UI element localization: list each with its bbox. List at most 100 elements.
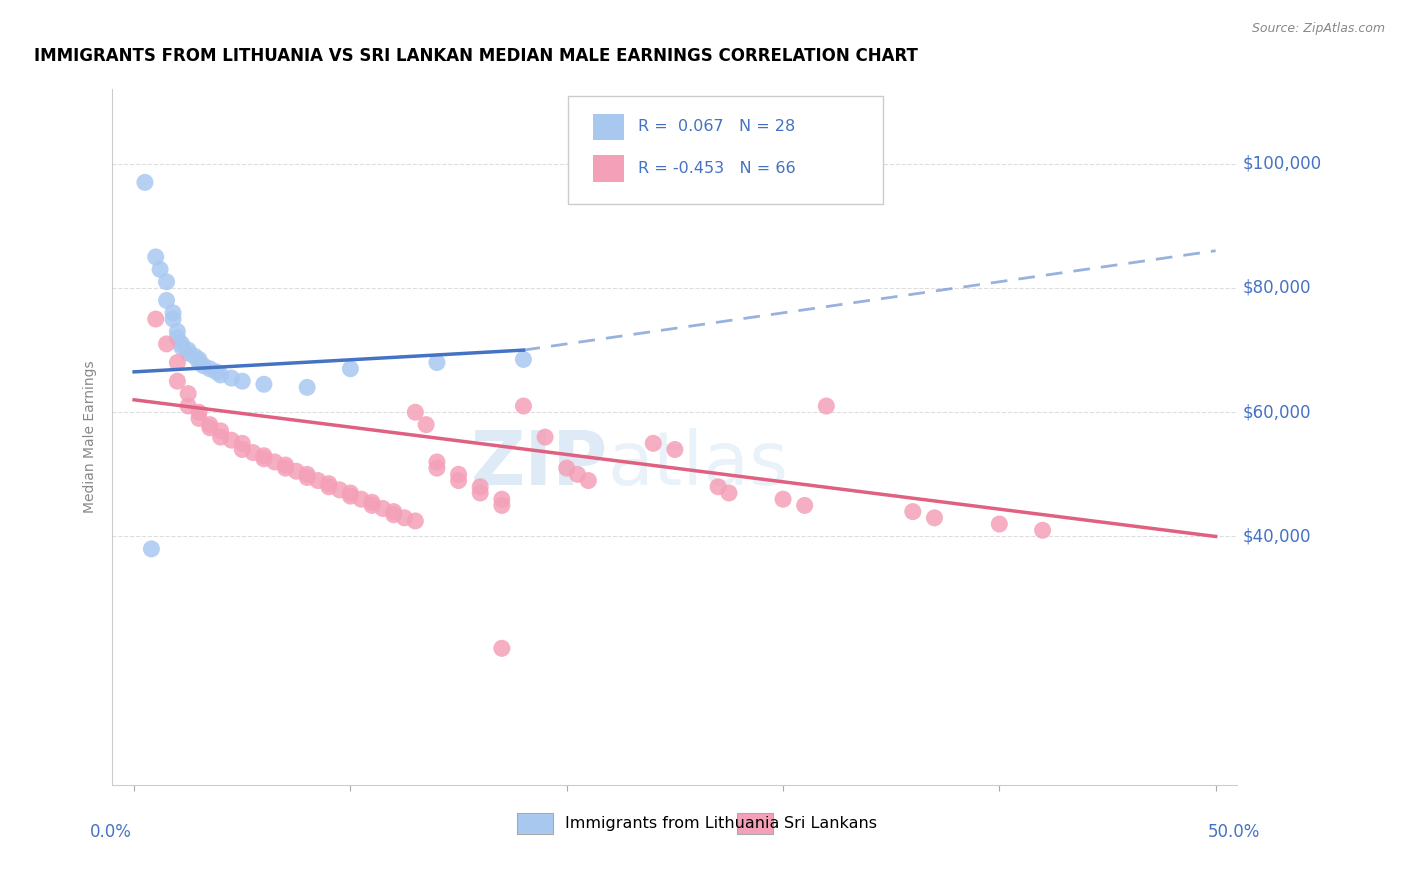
Point	[177, 386, 200, 401]
FancyBboxPatch shape	[593, 113, 624, 140]
Point	[162, 312, 184, 326]
Point	[664, 442, 686, 457]
Point	[470, 486, 492, 500]
Point	[155, 293, 177, 308]
Point	[426, 461, 449, 475]
Text: IMMIGRANTS FROM LITHUANIA VS SRI LANKAN MEDIAN MALE EARNINGS CORRELATION CHART: IMMIGRANTS FROM LITHUANIA VS SRI LANKAN …	[34, 47, 918, 65]
Point	[415, 417, 437, 432]
Point	[170, 337, 193, 351]
Point	[188, 355, 211, 369]
Point	[145, 312, 167, 326]
Point	[924, 511, 946, 525]
Point	[717, 486, 740, 500]
Point	[576, 474, 599, 488]
Point	[793, 499, 815, 513]
Point	[198, 361, 221, 376]
Point	[221, 371, 243, 385]
Point	[231, 442, 253, 457]
Text: R = -0.453   N = 66: R = -0.453 N = 66	[638, 161, 796, 176]
Text: 50.0%: 50.0%	[1208, 823, 1260, 841]
Point	[447, 467, 470, 482]
Point	[567, 467, 589, 482]
Text: Sri Lankans: Sri Lankans	[785, 815, 877, 830]
Point	[166, 374, 188, 388]
Point	[512, 399, 534, 413]
Point	[426, 355, 449, 369]
Point	[231, 374, 253, 388]
Point	[295, 380, 318, 394]
Text: R =  0.067   N = 28: R = 0.067 N = 28	[638, 120, 794, 135]
Point	[177, 346, 200, 360]
Point	[177, 343, 200, 357]
Point	[231, 436, 253, 450]
Point	[707, 480, 730, 494]
Point	[134, 175, 156, 189]
Point	[404, 405, 426, 419]
Text: $80,000: $80,000	[1243, 279, 1312, 297]
Text: $100,000: $100,000	[1243, 154, 1322, 173]
Point	[901, 505, 924, 519]
Point	[274, 458, 297, 472]
Point	[155, 275, 177, 289]
Text: $40,000: $40,000	[1243, 527, 1312, 546]
Point	[329, 483, 352, 497]
Point	[491, 492, 513, 507]
Point	[555, 461, 578, 475]
Point	[1032, 523, 1054, 537]
Point	[470, 480, 492, 494]
Point	[339, 486, 361, 500]
Point	[339, 361, 361, 376]
Point	[155, 337, 177, 351]
Point	[339, 489, 361, 503]
Point	[307, 474, 329, 488]
Point	[221, 433, 243, 447]
Point	[361, 499, 384, 513]
Point	[188, 405, 211, 419]
Point	[166, 355, 188, 369]
Point	[166, 331, 188, 345]
Text: Source: ZipAtlas.com: Source: ZipAtlas.com	[1251, 22, 1385, 36]
Point	[534, 430, 557, 444]
Point	[512, 352, 534, 367]
Point	[170, 340, 193, 354]
Point	[149, 262, 172, 277]
Text: 0.0%: 0.0%	[90, 823, 132, 841]
Point	[253, 377, 276, 392]
Point	[177, 399, 200, 413]
Point	[643, 436, 665, 450]
Point	[382, 505, 405, 519]
FancyBboxPatch shape	[593, 155, 624, 182]
Point	[188, 411, 211, 425]
FancyBboxPatch shape	[517, 813, 554, 834]
Point	[318, 476, 340, 491]
FancyBboxPatch shape	[737, 813, 773, 834]
Point	[772, 492, 794, 507]
Y-axis label: Median Male Earnings: Median Male Earnings	[83, 360, 97, 514]
Point	[209, 424, 232, 438]
Point	[166, 325, 188, 339]
Point	[404, 514, 426, 528]
Point	[198, 421, 221, 435]
FancyBboxPatch shape	[568, 96, 883, 204]
Point	[198, 417, 221, 432]
Text: ZIP: ZIP	[470, 428, 607, 501]
Point	[988, 516, 1011, 531]
Point	[371, 501, 394, 516]
Point	[491, 641, 513, 656]
Point	[382, 508, 405, 522]
Point	[491, 499, 513, 513]
Point	[209, 430, 232, 444]
Point	[193, 359, 215, 373]
Point	[253, 451, 276, 466]
Text: Immigrants from Lithuania: Immigrants from Lithuania	[565, 815, 779, 830]
Point	[350, 492, 373, 507]
Point	[205, 365, 228, 379]
Point	[361, 495, 384, 509]
Point	[141, 541, 163, 556]
Text: atlas: atlas	[607, 428, 789, 501]
Text: $60,000: $60,000	[1243, 403, 1312, 421]
Point	[145, 250, 167, 264]
Point	[815, 399, 838, 413]
Point	[274, 461, 297, 475]
Point	[183, 349, 205, 363]
